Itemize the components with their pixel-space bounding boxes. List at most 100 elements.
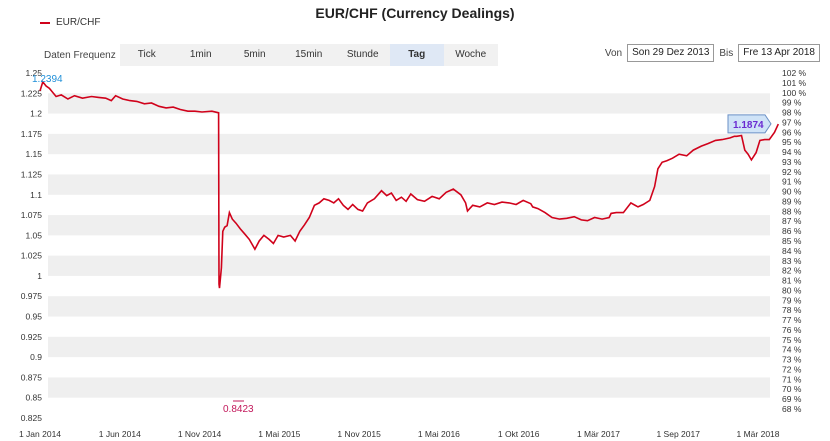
x-tick-label: 1 Sep 2017 [656, 429, 700, 439]
y2-tick-label: 96 % [782, 127, 802, 137]
y-tick-label: 1.175 [21, 129, 43, 139]
y2-tick-label: 97 % [782, 117, 802, 127]
y2-tick-label: 101 % [782, 78, 807, 88]
grid-band [48, 377, 770, 398]
min-value-label: 0.8423 [223, 404, 254, 415]
y2-tick-label: 81 % [782, 276, 802, 286]
y2-tick-label: 98 % [782, 108, 802, 118]
y2-tick-label: 70 % [782, 384, 802, 394]
y2-tick-label: 83 % [782, 256, 802, 266]
frequency-1min-button[interactable]: 1min [173, 44, 228, 66]
y-tick-label: 1 [37, 271, 42, 281]
grid-band [48, 336, 770, 358]
y2-tick-label: 77 % [782, 315, 802, 325]
y2-tick-label: 95 % [782, 137, 802, 147]
grid-band [48, 296, 770, 317]
y2-tick-label: 78 % [782, 305, 802, 315]
frequency-5min-button[interactable]: 5min [227, 44, 282, 66]
frequency-hour-button[interactable]: Stunde [335, 44, 390, 66]
y-tick-label: 0.875 [21, 372, 43, 382]
y-axis-left: 1.25 1.225 1.2 1.175 1.15 1.125 1.1 1.075 1.05 1.… [21, 68, 43, 423]
y2-tick-label: 75 % [782, 335, 802, 345]
y2-tick-label: 99 % [782, 98, 802, 108]
x-tick-label: 1 Mai 2015 [258, 429, 300, 439]
grid-band [48, 174, 770, 195]
to-date-input[interactable]: Fre 13 Apr 2018 [738, 44, 820, 62]
max-value-label: 1.2394 [32, 74, 63, 85]
y2-tick-label: 73 % [782, 355, 802, 365]
y2-tick-label: 89 % [782, 196, 802, 206]
frequency-tick-button[interactable]: Tick [119, 44, 174, 66]
x-tick-label: 1 Mär 2018 [737, 429, 780, 439]
last-value-label: 1.1874 [733, 120, 764, 131]
grid-band [48, 215, 770, 236]
grid-bands [48, 93, 770, 398]
annotations: 1.2394 0.8423 1.1874 [32, 74, 772, 415]
y-tick-label: 0.925 [21, 332, 43, 342]
grid-band [48, 255, 770, 276]
frequency-toolbar: Daten Frequenz Tick 1min 5min 15min Stun… [44, 44, 498, 66]
y-axis-right: 102 %101 %100 %99 %98 %97 %96 %95 %94 %9… [782, 68, 807, 414]
from-label: Von [604, 47, 623, 59]
x-axis: 1 Jan 2014 1 Jun 2014 1 Nov 2014 1 Mai 2015… [19, 429, 780, 439]
grid-band [48, 133, 770, 155]
y2-tick-label: 68 % [782, 404, 802, 414]
y2-tick-label: 79 % [782, 295, 802, 305]
y-tick-label: 0.825 [21, 413, 43, 423]
y2-tick-label: 88 % [782, 206, 802, 216]
y-tick-label: 1.2 [30, 109, 42, 119]
frequency-label: Daten Frequenz [44, 49, 116, 61]
y2-tick-label: 71 % [782, 374, 802, 384]
y2-tick-label: 87 % [782, 216, 802, 226]
frequency-15min-button[interactable]: 15min [281, 44, 336, 66]
last-value-flag [727, 114, 772, 134]
y2-tick-label: 91 % [782, 177, 802, 187]
frequency-day-button[interactable]: Tag [389, 44, 444, 66]
legend: EUR/CHF [40, 17, 100, 28]
y2-tick-label: 93 % [782, 157, 802, 167]
y2-tick-label: 100 % [782, 88, 807, 98]
y2-tick-label: 92 % [782, 167, 802, 177]
y-tick-label: 1.225 [21, 88, 43, 98]
y2-tick-label: 102 % [782, 68, 807, 78]
y-tick-label: 1.25 [25, 68, 42, 78]
y-tick-label: 1.125 [21, 169, 43, 179]
series-line-eur-chf [39, 80, 780, 289]
frequency-week-button[interactable]: Woche [443, 44, 498, 66]
y-tick-label: 0.9 [30, 352, 42, 362]
y-tick-label: 1.1 [30, 190, 42, 200]
y2-tick-label: 84 % [782, 246, 802, 256]
y2-tick-label: 86 % [782, 226, 802, 236]
x-tick-label: 1 Mär 2017 [577, 429, 620, 439]
y2-tick-label: 72 % [782, 364, 802, 374]
to-label: Bis [719, 47, 734, 59]
y-tick-label: 0.975 [21, 291, 43, 301]
y2-tick-label: 69 % [782, 394, 802, 404]
x-tick-label: 1 Nov 2014 [178, 429, 222, 439]
legend-swatch [40, 21, 50, 24]
y-tick-label: 1.15 [25, 149, 42, 159]
y-tick-label: 0.85 [25, 393, 42, 403]
from-date-input[interactable]: Son 29 Dez 2013 [627, 44, 715, 62]
x-tick-label: 1 Mai 2016 [418, 429, 460, 439]
y2-tick-label: 80 % [782, 285, 802, 295]
y2-tick-label: 82 % [782, 266, 802, 276]
y2-tick-label: 94 % [782, 147, 802, 157]
y2-tick-label: 85 % [782, 236, 802, 246]
y2-tick-label: 76 % [782, 325, 802, 335]
y2-tick-label: 90 % [782, 187, 802, 197]
y-tick-label: 1.075 [21, 210, 43, 220]
grid-band [48, 93, 770, 114]
x-tick-label: 1 Jan 2014 [19, 429, 61, 439]
y-tick-label: 1.025 [21, 251, 43, 261]
legend-label: EUR/CHF [56, 17, 101, 28]
y-tick-label: 0.95 [25, 312, 42, 322]
y-tick-label: 1.05 [25, 230, 42, 240]
x-tick-label: 1 Nov 2015 [337, 429, 381, 439]
date-range: Von Son 29 Dez 2013 Bis Fre 13 Apr 2018 [600, 44, 820, 62]
x-tick-label: 1 Jun 2014 [99, 429, 141, 439]
y2-tick-label: 74 % [782, 345, 802, 355]
x-tick-label: 1 Okt 2016 [498, 429, 540, 439]
chart-title: EUR/CHF (Currency Dealings) [315, 5, 515, 21]
